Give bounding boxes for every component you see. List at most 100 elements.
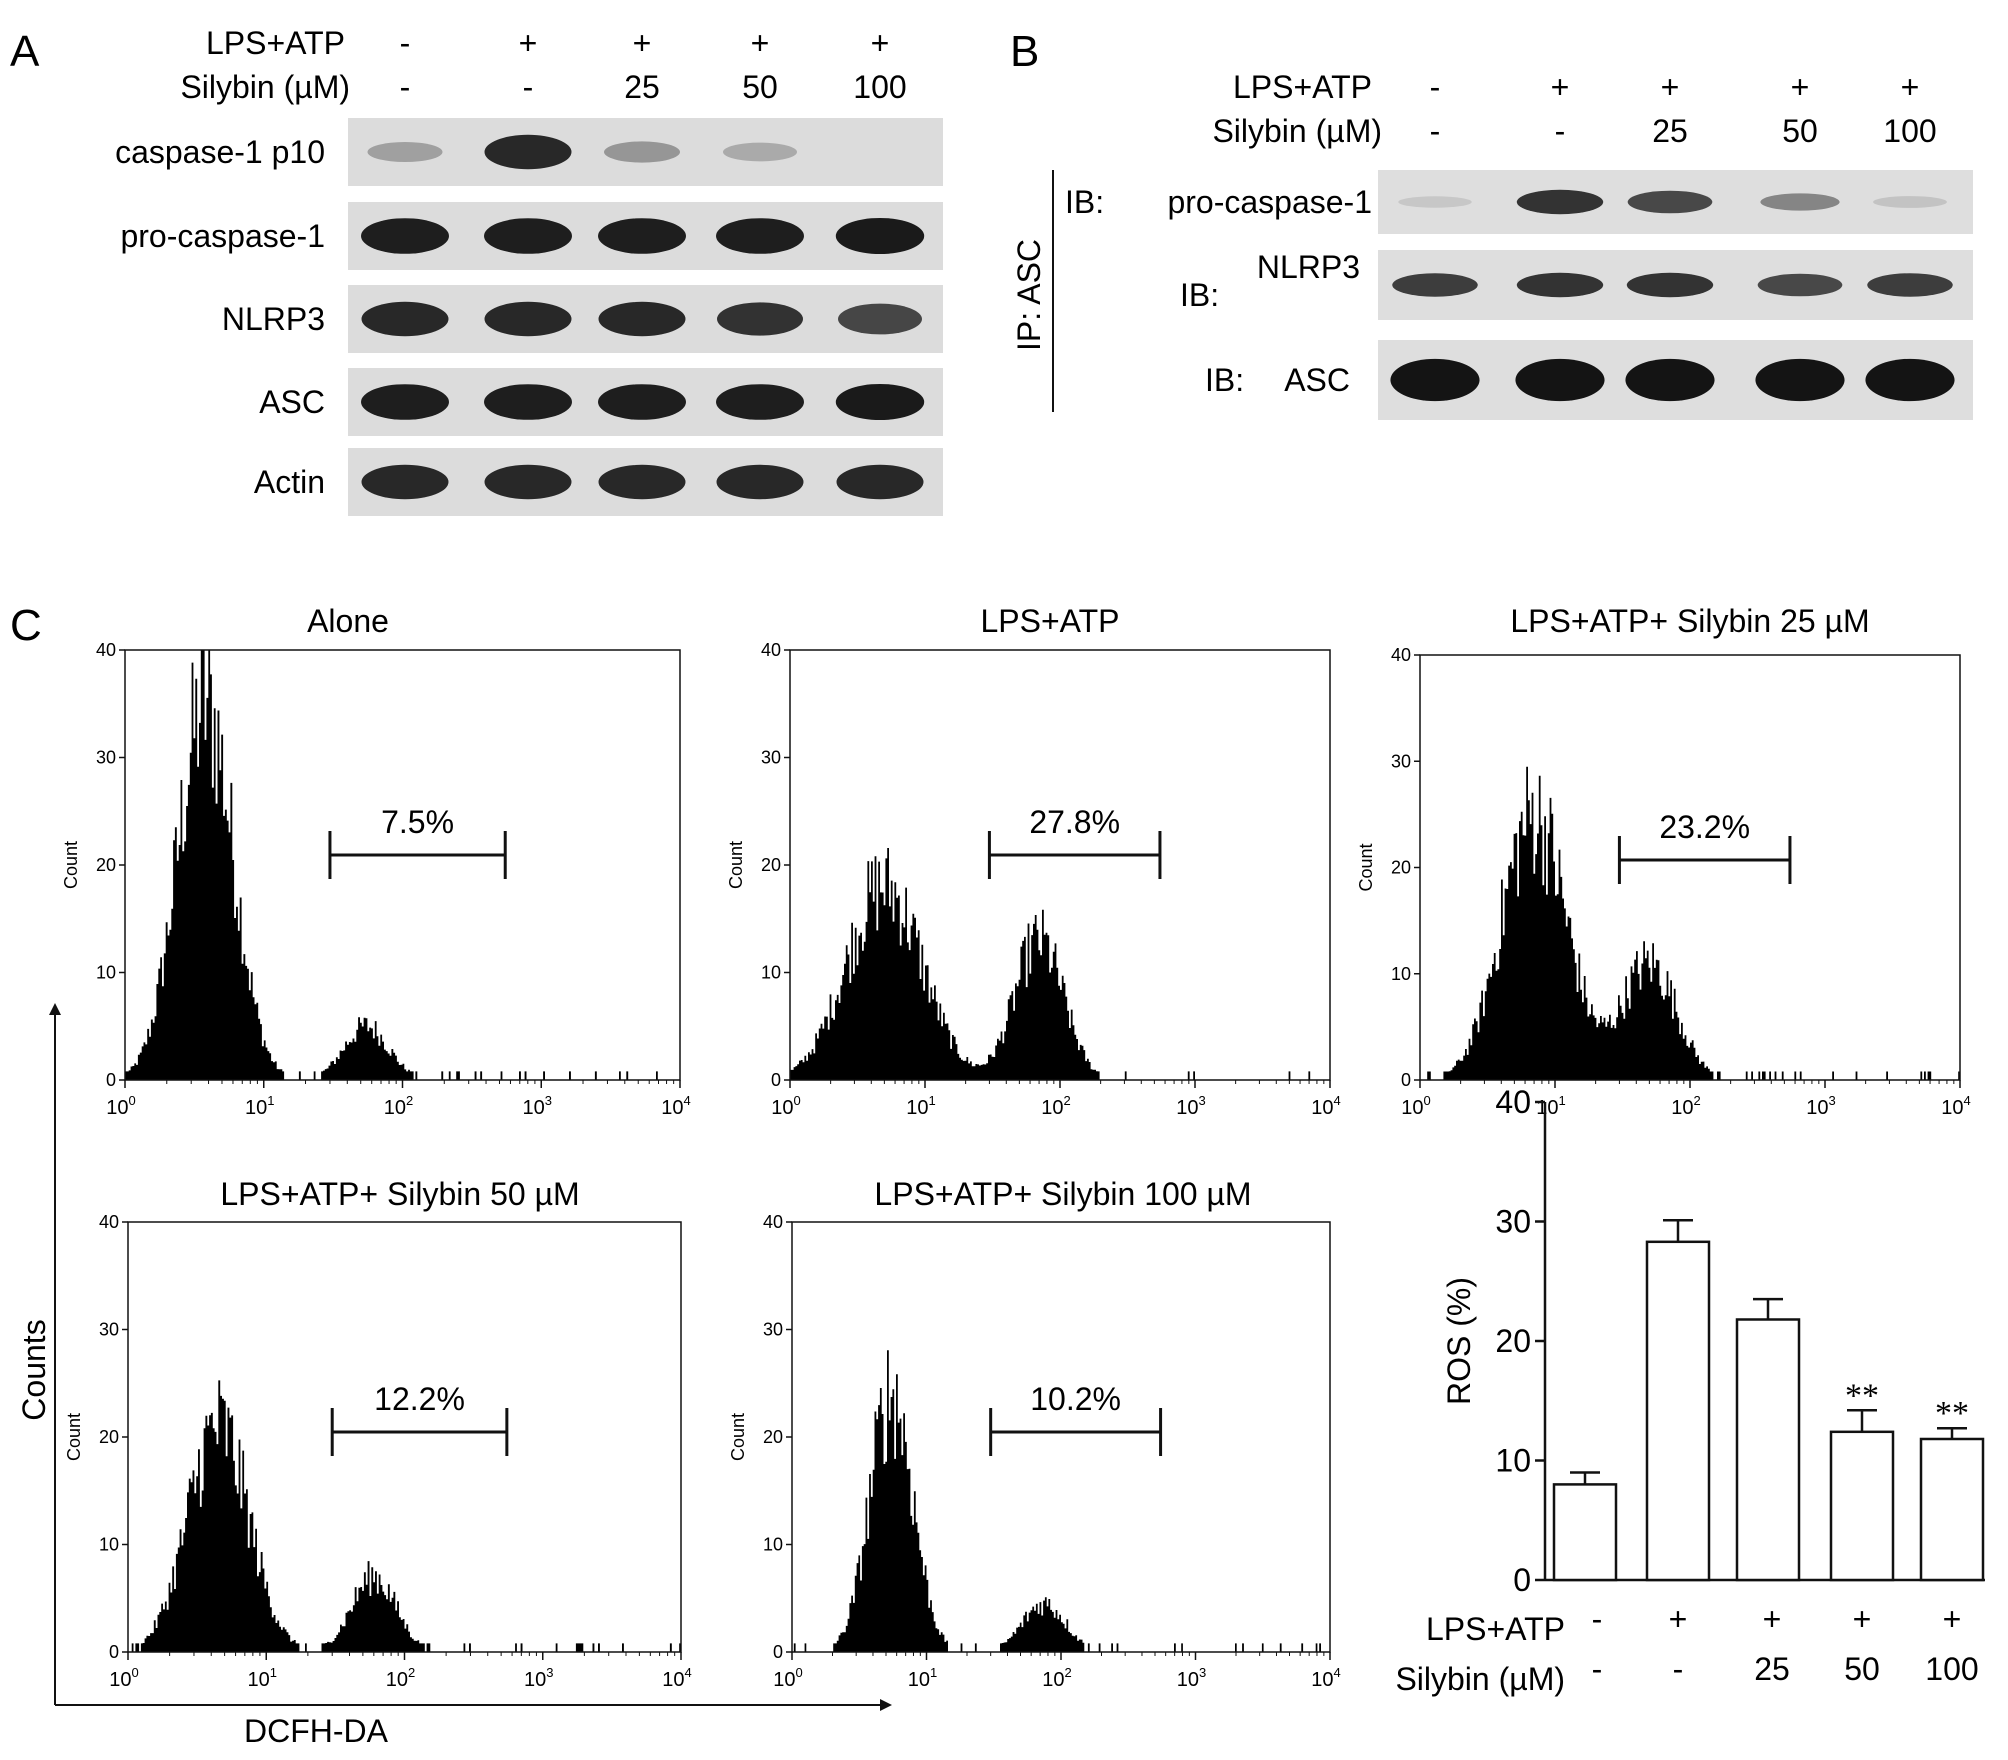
histogram-1: LPS+ATP 0 10 20 30 40 Count 100 101 102 103 104 27.8… xyxy=(726,603,1341,1119)
blot-a-band xyxy=(717,302,803,336)
blot-a-band xyxy=(484,218,572,254)
y-tick-label: 40 xyxy=(96,640,116,660)
x-tick-label: 102 xyxy=(386,1665,415,1691)
blot-a-silybin-2: 25 xyxy=(624,69,660,105)
blot-b-band xyxy=(1760,193,1840,211)
blot-b-lps-2: + xyxy=(1661,69,1680,105)
y-tick-label: 40 xyxy=(763,1212,783,1232)
gate-percent-label: 7.5% xyxy=(381,804,454,840)
blot-b-band xyxy=(1516,189,1604,215)
blot-a-band xyxy=(361,384,449,420)
blot-a-band xyxy=(835,217,925,255)
bar-y-tick-label: 20 xyxy=(1495,1323,1531,1359)
y-tick-label: 30 xyxy=(99,1320,119,1340)
histogram-3: LPS+ATP+ Silybin 50 µM 0 10 20 30 40 Count 100 1… xyxy=(64,1176,692,1691)
blot-b-band xyxy=(1755,358,1845,402)
blot-a-band xyxy=(367,142,443,162)
shared-y-label: Counts xyxy=(16,1319,52,1420)
histogram-bars xyxy=(125,650,658,1080)
blot-b-ib-0: IB: xyxy=(1065,184,1104,220)
x-tick-label: 101 xyxy=(245,1093,274,1119)
blot-a-row-label-3: ASC xyxy=(259,384,325,420)
histogram-0: Alone 0 10 20 30 40 Count 100 101 102 103 104 7.5% xyxy=(61,603,691,1119)
y-tick-label: 10 xyxy=(1391,964,1411,984)
blot-a-band xyxy=(484,464,572,500)
x-tick-label: 101 xyxy=(248,1665,277,1691)
blot-b-silybin-3: 50 xyxy=(1782,113,1818,149)
blot-b-lps-0: - xyxy=(1430,69,1441,105)
shared-x-label: DCFH-DA xyxy=(244,1713,389,1749)
x-tick-label: 103 xyxy=(1806,1093,1835,1119)
x-tick-label: 104 xyxy=(661,1093,690,1119)
blot-a-band xyxy=(835,383,925,421)
histogram-title: LPS+ATP xyxy=(980,603,1119,639)
blot-b-ib-2: IB: xyxy=(1205,362,1244,398)
y-tick-label: 10 xyxy=(761,963,781,983)
blot-a-lps-3: + xyxy=(751,25,770,61)
panel-label-c: C xyxy=(10,601,42,650)
histogram-title: LPS+ATP+ Silybin 50 µM xyxy=(220,1176,579,1212)
blot-b-band xyxy=(1626,272,1714,298)
bar xyxy=(1552,1483,1618,1582)
histogram-bars xyxy=(790,848,1311,1080)
bar-lps-value: + xyxy=(1763,1601,1782,1637)
blot-a-row-label-4: Actin xyxy=(254,464,325,500)
blot-b-lps-1: + xyxy=(1551,69,1570,105)
blot-a: caspase-1 p10 pro-caspase-1 NLRP3 ASC Actin xyxy=(115,118,943,516)
y-tick-label: 20 xyxy=(1391,858,1411,878)
blot-a-band xyxy=(361,464,449,500)
gate-percent-label: 27.8% xyxy=(1029,804,1120,840)
x-tick-label: 104 xyxy=(1311,1093,1340,1119)
x-tick-label: 100 xyxy=(106,1093,135,1119)
blot-a-silybin-4: 100 xyxy=(853,69,906,105)
x-tick-label: 102 xyxy=(1041,1093,1070,1119)
bar-y-tick-label: 40 xyxy=(1495,1084,1531,1120)
y-tick-label: 40 xyxy=(99,1212,119,1232)
histogram-title: LPS+ATP+ Silybin 25 µM xyxy=(1510,603,1869,639)
blot-a-band xyxy=(604,141,680,163)
y-tick-label: 0 xyxy=(1401,1070,1411,1090)
bar xyxy=(1645,1240,1711,1582)
blot-a-header: LPS+ATP Silybin (µM) - + + + + - - 25 50 100 xyxy=(180,25,906,105)
bar-y-tick-label: 30 xyxy=(1495,1204,1531,1240)
blot-a-band xyxy=(836,464,924,500)
blot-b-band xyxy=(1865,358,1955,402)
blot-b-lps-label: LPS+ATP xyxy=(1233,69,1372,105)
histogram-y-label: Count xyxy=(1356,843,1376,891)
blot-b-band xyxy=(1627,190,1713,214)
bar-y-label: ROS (%) xyxy=(1441,1277,1477,1405)
blot-a-band xyxy=(598,464,686,500)
bar xyxy=(1829,1430,1895,1582)
y-tick-label: 30 xyxy=(96,748,116,768)
ip-bracket: IP: ASC xyxy=(1011,170,1054,412)
histogram-title: Alone xyxy=(307,603,389,639)
significance-marker: ** xyxy=(1935,1395,1969,1432)
blot-a-band xyxy=(361,301,449,337)
blot-a-band xyxy=(598,218,686,254)
x-tick-label: 104 xyxy=(1311,1665,1340,1691)
bar-silybin-label: Silybin (µM) xyxy=(1395,1661,1565,1697)
bar-lps-value: - xyxy=(1592,1601,1603,1637)
x-tick-label: 100 xyxy=(109,1665,138,1691)
blot-b-lps-3: + xyxy=(1791,69,1810,105)
y-tick-label: 20 xyxy=(763,1427,783,1447)
blot-b-band xyxy=(1867,273,1953,297)
bar-silybin-value: - xyxy=(1673,1651,1684,1687)
blot-a-row-label-1: pro-caspase-1 xyxy=(120,218,325,254)
blot-a-band xyxy=(716,384,804,420)
y-tick-label: 40 xyxy=(1391,645,1411,665)
significance-marker: ** xyxy=(1845,1377,1879,1414)
x-tick-label: 100 xyxy=(771,1093,800,1119)
gate-percent-label: 12.2% xyxy=(374,1381,465,1417)
gate-percent-label: 23.2% xyxy=(1659,809,1750,845)
blot-b-lps-4: + xyxy=(1901,69,1920,105)
blot-a-row-label-0: caspase-1 p10 xyxy=(115,134,325,170)
histogram-y-label: Count xyxy=(61,841,81,889)
y-tick-label: 0 xyxy=(773,1642,783,1662)
blot-a-band xyxy=(361,218,449,254)
x-tick-label: 101 xyxy=(906,1093,935,1119)
blot-a-silybin-0: - xyxy=(400,69,411,105)
histogram-title: LPS+ATP+ Silybin 100 µM xyxy=(874,1176,1251,1212)
bar xyxy=(1735,1318,1801,1582)
